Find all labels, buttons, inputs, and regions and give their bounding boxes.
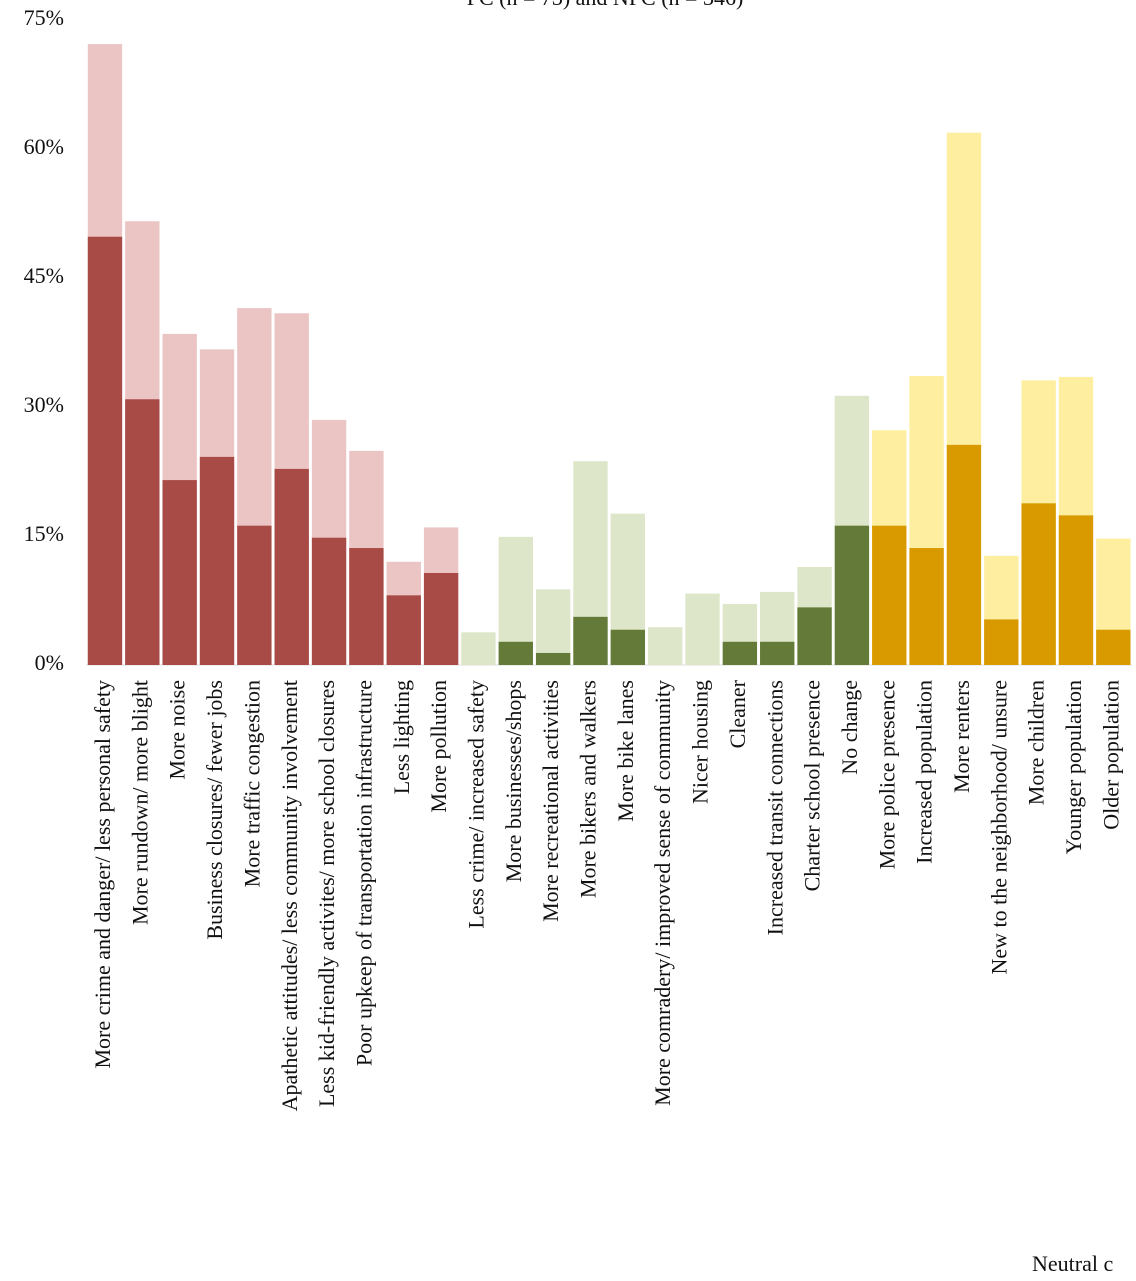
bar bbox=[274, 468, 309, 665]
y-tick-label: 60% bbox=[24, 134, 64, 159]
y-tick-label: 45% bbox=[24, 263, 64, 288]
bar bbox=[423, 572, 459, 665]
x-tick-label: More pollution bbox=[426, 680, 451, 813]
bar bbox=[685, 593, 720, 665]
x-tick-label: More bikers and walkers bbox=[576, 680, 601, 898]
bar bbox=[349, 548, 384, 665]
bar bbox=[237, 525, 272, 665]
bar bbox=[834, 525, 870, 665]
bar bbox=[573, 616, 608, 665]
x-tick-label: Increased transit connections bbox=[762, 680, 787, 935]
x-tick-label: More bike lanes bbox=[613, 680, 638, 822]
x-tick-label: Younger population bbox=[1061, 680, 1086, 854]
y-tick-label: 0% bbox=[35, 650, 64, 675]
x-tick-label: More recreational activities bbox=[538, 680, 563, 922]
bar bbox=[1096, 629, 1131, 665]
bar bbox=[311, 537, 347, 665]
x-tick-label: Apathetic attitudes/ less community invo… bbox=[277, 680, 302, 1111]
bar bbox=[1058, 515, 1094, 665]
x-tick-label: Cleaner bbox=[725, 679, 750, 748]
bar bbox=[872, 525, 907, 665]
x-tick-label: New to the neighborhood/ unsure bbox=[986, 680, 1011, 975]
x-tick-label: More businesses/shops bbox=[501, 680, 526, 882]
y-tick-label: 30% bbox=[24, 392, 64, 417]
bar bbox=[535, 652, 571, 665]
bar bbox=[647, 627, 683, 665]
bar bbox=[125, 399, 160, 665]
bar bbox=[199, 456, 235, 665]
x-tick-label: Older population bbox=[1098, 680, 1123, 830]
chart-title: PC (n = 73) and NPC (n = 346) bbox=[467, 0, 744, 10]
bar bbox=[984, 619, 1019, 665]
x-tick-label: More police presence bbox=[874, 680, 899, 869]
bar bbox=[946, 444, 982, 665]
x-tick-label: More rundown/ more blight bbox=[127, 680, 152, 925]
x-tick-label: Less kid-friendly activites/ more school… bbox=[314, 680, 339, 1107]
bar bbox=[87, 236, 123, 665]
x-tick-label: Business closures/ fewer jobs bbox=[202, 680, 227, 940]
x-tick-label: Charter school presence bbox=[800, 680, 825, 891]
x-tick-label: More renters bbox=[949, 680, 974, 793]
x-tick-label: More comradery/ improved sense of commun… bbox=[650, 680, 675, 1106]
x-tick-label: Less lighting bbox=[389, 680, 414, 794]
x-tick-label: More noise bbox=[165, 680, 190, 780]
x-tick-label: Poor upkeep of transportation infrastruc… bbox=[351, 680, 376, 1066]
annotation: Neutral c bbox=[1032, 1251, 1113, 1276]
x-tick-label: More traffic congestion bbox=[239, 680, 264, 887]
x-tick-label: No change bbox=[837, 680, 862, 775]
bar bbox=[386, 595, 421, 665]
x-tick-label: Nicer housing bbox=[688, 680, 713, 804]
bar bbox=[535, 589, 571, 665]
x-tick-label: More crime and danger/ less personal saf… bbox=[90, 680, 115, 1069]
x-tick-label: Less crime/ increased safety bbox=[463, 680, 488, 929]
bar bbox=[610, 629, 646, 665]
y-tick-label: 15% bbox=[24, 521, 64, 546]
x-tick-label: Increased population bbox=[912, 680, 937, 864]
bar bbox=[909, 548, 944, 665]
bar bbox=[1021, 503, 1056, 665]
bar bbox=[722, 641, 758, 665]
bar bbox=[760, 641, 795, 665]
bar bbox=[797, 607, 832, 665]
bar bbox=[461, 632, 496, 665]
bar bbox=[162, 480, 197, 665]
y-tick-label: 75% bbox=[24, 5, 64, 30]
x-tick-label: More children bbox=[1024, 680, 1049, 805]
bar bbox=[498, 641, 533, 665]
